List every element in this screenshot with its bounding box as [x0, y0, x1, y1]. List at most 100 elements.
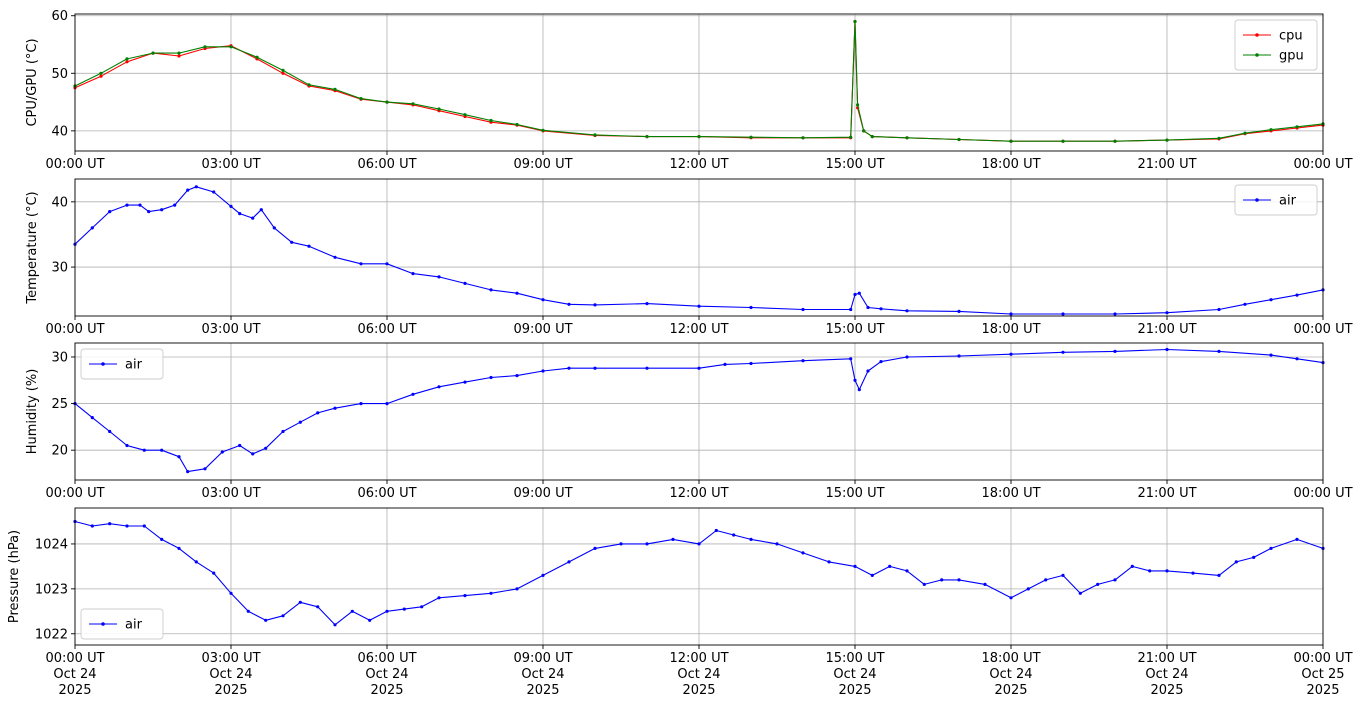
x-tick-date: Oct 24 [833, 667, 876, 682]
data-point-air [463, 594, 467, 598]
data-point-air [1044, 578, 1048, 582]
data-point-air [333, 255, 337, 259]
data-point-air [90, 226, 94, 230]
y-axis-label: CPU/GPU (°C) [25, 38, 40, 126]
legend-swatch-marker [101, 362, 105, 366]
x-tick-label: 00:00 UT [45, 322, 104, 337]
data-point-gpu [151, 51, 155, 55]
x-tick-date: Oct 24 [677, 667, 720, 682]
x-tick-label: 18:00 UT [981, 157, 1040, 172]
data-point-air [489, 591, 493, 595]
data-point-air [1009, 596, 1013, 600]
data-point-air [138, 203, 142, 207]
y-tick-label: 1022 [35, 627, 68, 642]
data-point-air [333, 623, 337, 627]
data-point-gpu [870, 135, 874, 139]
data-point-air [1191, 571, 1195, 575]
data-point-gpu [1009, 139, 1013, 143]
data-point-air [281, 429, 285, 434]
data-point-air [732, 533, 736, 537]
data-point-air [264, 618, 268, 622]
data-point-air [1113, 578, 1117, 582]
x-tick-label: 09:00 UT [513, 157, 572, 172]
data-point-air [142, 448, 146, 452]
data-point-gpu [749, 135, 753, 139]
legend: air [1234, 184, 1318, 216]
x-tick-label: 06:00 UT [357, 651, 416, 666]
data-point-gpu [229, 45, 233, 49]
x-tick-date: Oct 24 [209, 667, 252, 682]
data-point-air [645, 366, 649, 370]
data-point-air [1295, 357, 1299, 361]
x-tick-label: 06:00 UT [357, 157, 416, 172]
data-point-gpu [255, 55, 259, 59]
y-tick-label: 60 [51, 9, 68, 24]
data-point-air [1130, 564, 1134, 569]
data-point-air [619, 542, 623, 546]
x-tick-label: 03:00 UT [201, 486, 260, 501]
data-point-air [801, 307, 805, 312]
x-tick-label: 00:00 UT [1293, 651, 1352, 666]
data-point-air [541, 369, 545, 373]
legend-label-cpu: cpu [1279, 29, 1303, 44]
data-point-air [194, 560, 198, 564]
x-tick-label: 15:00 UT [825, 157, 884, 172]
data-point-air [333, 406, 337, 410]
y-axis-label: Pressure (hPa) [7, 530, 22, 623]
y-tick-label: 25 [51, 397, 68, 412]
data-point-air [905, 569, 909, 573]
data-point-air [298, 420, 302, 424]
x-tick-label: 00:00 UT [45, 651, 104, 666]
data-point-air [1165, 569, 1169, 573]
data-point-air [515, 587, 519, 591]
data-point-air [281, 614, 285, 618]
data-point-gpu [177, 51, 181, 55]
x-tick-label: 00:00 UT [1293, 157, 1352, 172]
data-point-air [1243, 302, 1247, 306]
data-point-air [290, 240, 294, 244]
data-point-gpu [281, 68, 285, 72]
data-point-air [177, 546, 181, 551]
y-tick-label: 1024 [35, 537, 68, 552]
data-point-air [1009, 352, 1013, 356]
data-point-air [1026, 587, 1030, 591]
data-point-air [1269, 353, 1273, 357]
data-point-air [857, 291, 861, 295]
x-tick-label: 03:00 UT [201, 651, 260, 666]
data-point-air [194, 185, 198, 189]
data-point-gpu [1217, 136, 1221, 140]
data-point-gpu [905, 136, 909, 140]
x-tick-label: 15:00 UT [825, 651, 884, 666]
x-tick-date: Oct 24 [365, 667, 408, 682]
x-tick-label: 09:00 UT [513, 486, 572, 501]
panel-2: 30 40 Temperature (°C) 00:00 UT 03:00 UT 06:0… [25, 178, 1353, 337]
data-point-air [879, 307, 883, 311]
data-point-air [714, 528, 718, 533]
data-point-air [857, 388, 861, 392]
data-point-gpu [1061, 139, 1065, 143]
data-point-air [246, 609, 250, 613]
legend-swatch-marker [1255, 53, 1259, 57]
data-point-gpu [411, 102, 415, 106]
data-point-air [186, 470, 190, 474]
x-tick-label: 06:00 UT [357, 322, 416, 337]
x-tick-label: 21:00 UT [1137, 486, 1196, 501]
data-point-air [411, 272, 415, 276]
x-tick-label: 00:00 UT [45, 486, 104, 501]
data-point-gpu [463, 113, 467, 117]
data-point-air [922, 582, 926, 587]
data-point-air [853, 378, 857, 382]
legend-swatch-marker [1255, 198, 1259, 202]
x-tick-year: 2025 [1150, 683, 1183, 698]
x-tick-year: 2025 [58, 683, 91, 698]
data-point-gpu [203, 45, 207, 49]
data-point-air [888, 564, 892, 569]
data-point-cpu [125, 60, 129, 64]
data-point-gpu [515, 122, 519, 127]
data-point-air [238, 443, 242, 448]
data-point-air [749, 537, 753, 542]
data-point-air [402, 607, 406, 611]
data-point-air [645, 542, 649, 546]
data-point-gpu [125, 57, 129, 61]
data-point-air [1096, 582, 1100, 587]
